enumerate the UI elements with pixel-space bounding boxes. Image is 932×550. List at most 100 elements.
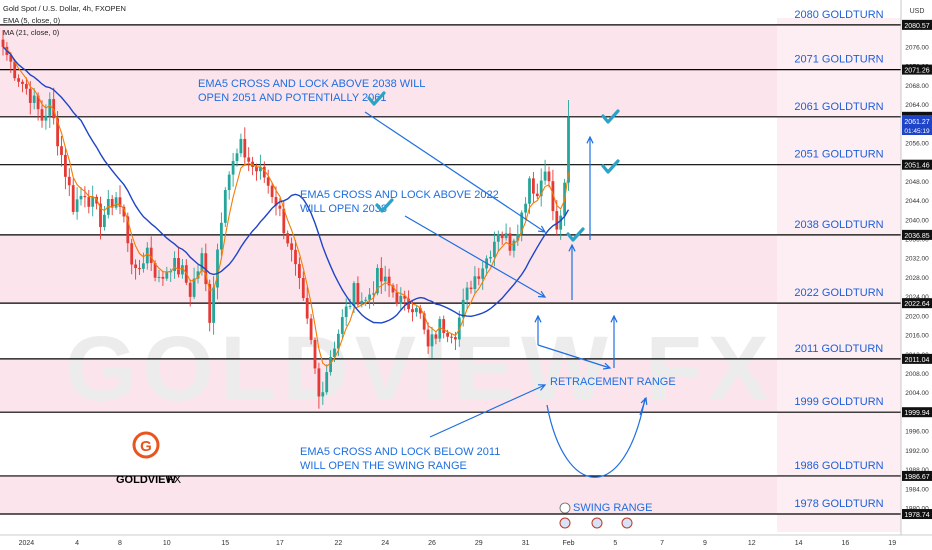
ema-legend[interactable]: EMA (5, close, 0) — [3, 16, 61, 25]
level-tag-text: 2036.85 — [904, 233, 929, 240]
candle-body — [192, 278, 196, 297]
price-tick-label: 1988.00 — [905, 467, 929, 474]
price-tick-label: 2028.00 — [905, 275, 929, 282]
candle-body — [465, 287, 469, 300]
candle-body — [28, 88, 32, 103]
candle-body — [216, 249, 219, 288]
candle-body — [524, 203, 527, 213]
note-2038-line2: OPEN 2051 AND POTENTIALLY 2061 — [198, 92, 387, 104]
time-axis-ticks: 2024481015172224262931Feb5791214161921 — [19, 540, 897, 547]
candle-body — [134, 264, 137, 269]
level-label: 2011 GOLDTURN — [795, 343, 883, 355]
candle-body — [9, 55, 13, 62]
candle-body — [64, 154, 67, 177]
price-tick-label: 2044.00 — [905, 198, 929, 205]
candle-body — [372, 293, 375, 295]
candle-body — [290, 243, 293, 250]
candle-body — [469, 287, 473, 290]
goldturn-zones — [0, 18, 901, 532]
time-tick-label: 10 — [163, 540, 171, 547]
time-tick-label: 16 — [842, 540, 850, 547]
candle-body — [512, 240, 516, 251]
bounce-up-arrow-head — [568, 243, 576, 252]
candle-body — [496, 234, 500, 242]
candle-body — [110, 198, 114, 208]
candle-body — [344, 306, 348, 318]
candle-body — [282, 208, 286, 234]
candle-body — [551, 181, 555, 212]
candle-body — [387, 276, 391, 286]
candle-body — [407, 298, 410, 310]
candle-body — [504, 233, 508, 239]
candle-body — [461, 299, 465, 318]
candle-body — [220, 222, 223, 250]
candle-body — [454, 337, 457, 340]
level-lines: 2080 GOLDTURN 2071 GOLDTURN 2061 GOLDTURN 2… — [0, 9, 901, 515]
swing-range-label: SWING RANGE — [573, 502, 652, 514]
level-tag-text: 1978.74 — [904, 512, 929, 519]
candle-body — [227, 174, 231, 191]
ma21-line — [2, 46, 570, 324]
price-tick-label: 2008.00 — [905, 371, 929, 378]
level-tag-box — [902, 64, 932, 75]
price-axis[interactable] — [901, 0, 932, 550]
candle-body — [13, 61, 17, 79]
candle-body — [305, 298, 309, 319]
candle-body — [294, 249, 297, 265]
candle-body — [426, 329, 430, 347]
retracement-arrow-head — [602, 362, 612, 370]
time-tick-label: 31 — [522, 540, 530, 547]
ma-legend[interactable]: MA (21, close, 0) — [3, 28, 60, 37]
candle-body — [32, 95, 36, 103]
candle-body — [383, 276, 387, 282]
candle-body — [255, 166, 258, 172]
level-tag-text: 1999.94 — [904, 410, 929, 417]
goldturn-zone — [0, 234, 777, 304]
candle-body — [173, 258, 176, 272]
candle-body — [543, 171, 547, 181]
candle-body — [360, 300, 364, 305]
logo-badge-icon — [132, 431, 160, 459]
candle-body — [208, 284, 212, 323]
check-marks — [367, 91, 620, 242]
candle-body — [239, 138, 243, 154]
candle-body — [317, 368, 321, 397]
symbol-title[interactable]: Gold Spot / U.S. Dollar, 4h, FXOPEN — [3, 4, 126, 13]
time-axis[interactable] — [0, 535, 932, 550]
candle-body — [266, 177, 270, 186]
level-label: 2038 GOLDTURN — [794, 219, 883, 231]
goldturn-zone — [0, 24, 777, 117]
candle-body — [48, 99, 52, 116]
price-tick-label: 1980.00 — [905, 505, 929, 512]
watermark-text: GOLDVIEW FX — [65, 318, 775, 420]
candle-body — [200, 253, 204, 272]
candle-body — [516, 234, 520, 241]
check-icon — [601, 109, 620, 124]
svg-text:2061.27: 2061.27 — [904, 119, 929, 126]
candle-body — [555, 211, 559, 230]
time-tick-label: 4 — [75, 540, 79, 547]
candle-body — [79, 195, 83, 200]
level-label: 1986 GOLDTURN — [794, 460, 883, 472]
candle-body — [114, 197, 118, 208]
note-2022-line1: EMA5 CROSS AND LOCK ABOVE 2022 — [300, 189, 499, 201]
candle-body — [212, 287, 215, 323]
candle-body — [122, 206, 126, 217]
note-2038-arrow — [364, 111, 546, 233]
level-tag-box — [902, 407, 932, 418]
candle-body — [539, 180, 543, 197]
level-tag-text: 2022.64 — [904, 301, 929, 308]
candle-body — [99, 203, 102, 228]
time-tick-label: 26 — [428, 540, 436, 547]
candle-body — [313, 339, 317, 369]
level-tag-box — [902, 159, 932, 170]
candle-body — [535, 193, 539, 197]
candle-body — [259, 166, 262, 172]
level-tag-text: 1986.67 — [904, 474, 929, 481]
candle-body — [422, 313, 426, 330]
candle-body — [153, 263, 157, 278]
candle-body — [399, 295, 403, 304]
candle-body — [411, 309, 414, 313]
chart-legend: Gold Spot / U.S. Dollar, 4h, FXOPEN EMA … — [3, 4, 126, 37]
